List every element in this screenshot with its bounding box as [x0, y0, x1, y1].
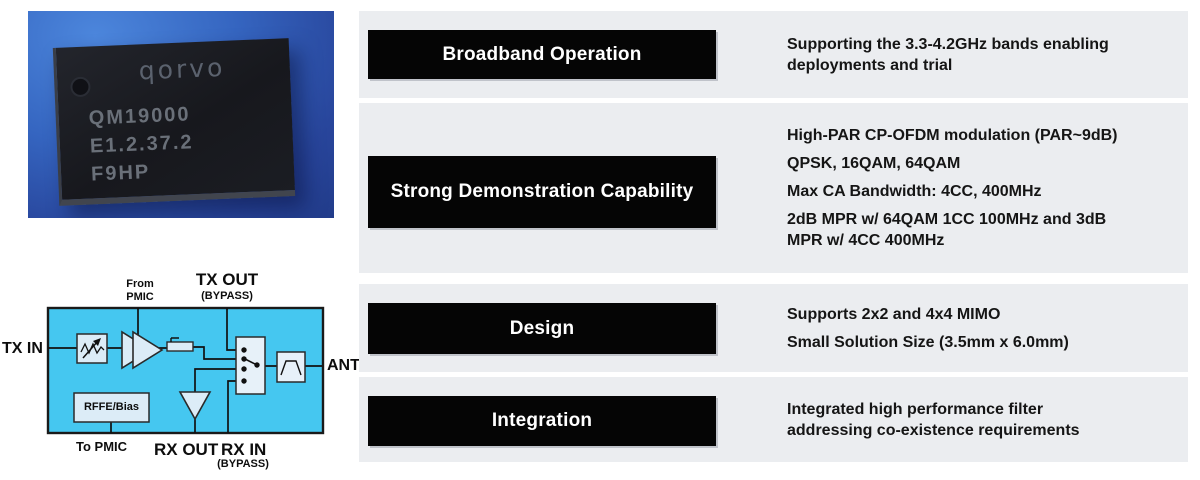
chip-lot-code: F9HP	[90, 161, 151, 186]
feature-item: Max CA Bandwidth: 4CC, 400MHz	[787, 183, 1042, 200]
qorvo-logo: qorvo	[138, 52, 226, 86]
label-rx-out: RX OUT	[154, 440, 219, 459]
label-rffe-bias: RFFE/Bias	[83, 401, 139, 413]
feature-item: Supporting the 3.3-4.2GHz bands enabling…	[787, 35, 1109, 74]
feature-label: Integration	[368, 396, 716, 446]
feature-row-integration: Integration Integrated high performance …	[359, 377, 1188, 462]
feature-row-broadband: Broadband Operation Supporting the 3.3-4…	[359, 11, 1188, 98]
label-from-pmic: From PMIC	[126, 278, 154, 303]
label-rx-in-bypass: (BYPASS)	[217, 458, 269, 470]
chip-photo: qorvo QM19000 E1.2.37.2 F9HP	[28, 11, 334, 218]
coupler-icon	[166, 337, 194, 352]
amplifier-icon	[121, 330, 164, 370]
feature-row-design: Design Supports 2x2 and 4x4 MIMO Small S…	[359, 284, 1188, 372]
feature-item: Supports 2x2 and 4x4 MIMO	[787, 305, 1001, 323]
pin1-marker-icon	[70, 76, 91, 98]
block-diagram	[46, 306, 325, 435]
feature-label-text: Strong Demonstration Capability	[390, 181, 694, 202]
feature-text: High-PAR CP-OFDM modulation (PAR~9dB) QP…	[787, 103, 1185, 273]
feature-item: High-PAR CP-OFDM modulation (PAR~9dB)	[787, 127, 1118, 144]
label-tx-in: TX IN	[2, 340, 43, 357]
filter-icon	[276, 351, 306, 383]
chip-markings: QM19000 E1.2.37.2 F9HP	[88, 100, 195, 188]
feature-item: Integrated high performance filter addre…	[787, 400, 1080, 439]
feature-label: Strong Demonstration Capability	[368, 156, 716, 228]
chip-package: qorvo QM19000 E1.2.37.2 F9HP	[52, 38, 296, 206]
label-to-pmic: To PMIC	[76, 439, 128, 454]
chip-part-number: QM19000	[88, 103, 191, 130]
feature-label-text: Integration	[491, 410, 593, 431]
feature-item: 2dB MPR w/ 64QAM 1CC 100MHz and 3dB MPR …	[787, 211, 1107, 249]
label-tx-out-bypass: (BYPASS)	[201, 290, 253, 302]
feature-label: Broadband Operation	[368, 30, 716, 79]
chip-revision: E1.2.37.2	[89, 131, 194, 158]
rx-amplifier-icon	[178, 391, 212, 421]
feature-label: Design	[368, 303, 716, 354]
feature-text: Supports 2x2 and 4x4 MIMO Small Solution…	[787, 284, 1185, 372]
feature-text: Supporting the 3.3-4.2GHz bands enabling…	[787, 11, 1185, 98]
label-rx-in: RX IN	[221, 440, 267, 459]
feature-text: Integrated high performance filter addre…	[787, 377, 1185, 462]
feature-label-text: Broadband Operation	[442, 43, 642, 65]
antenna-switch-icon	[235, 336, 266, 395]
label-tx-out: TX OUT	[195, 270, 259, 289]
feature-item: Small Solution Size (3.5mm x 6.0mm)	[787, 333, 1069, 351]
feature-label-text: Design	[509, 317, 575, 339]
feature-item: QPSK, 16QAM, 64QAM	[787, 155, 961, 172]
label-ant: ANT	[327, 357, 360, 374]
feature-row-demonstration: Strong Demonstration Capability High-PAR…	[359, 103, 1188, 273]
rffe-bias-block	[73, 392, 150, 423]
attenuator-icon	[76, 333, 108, 364]
